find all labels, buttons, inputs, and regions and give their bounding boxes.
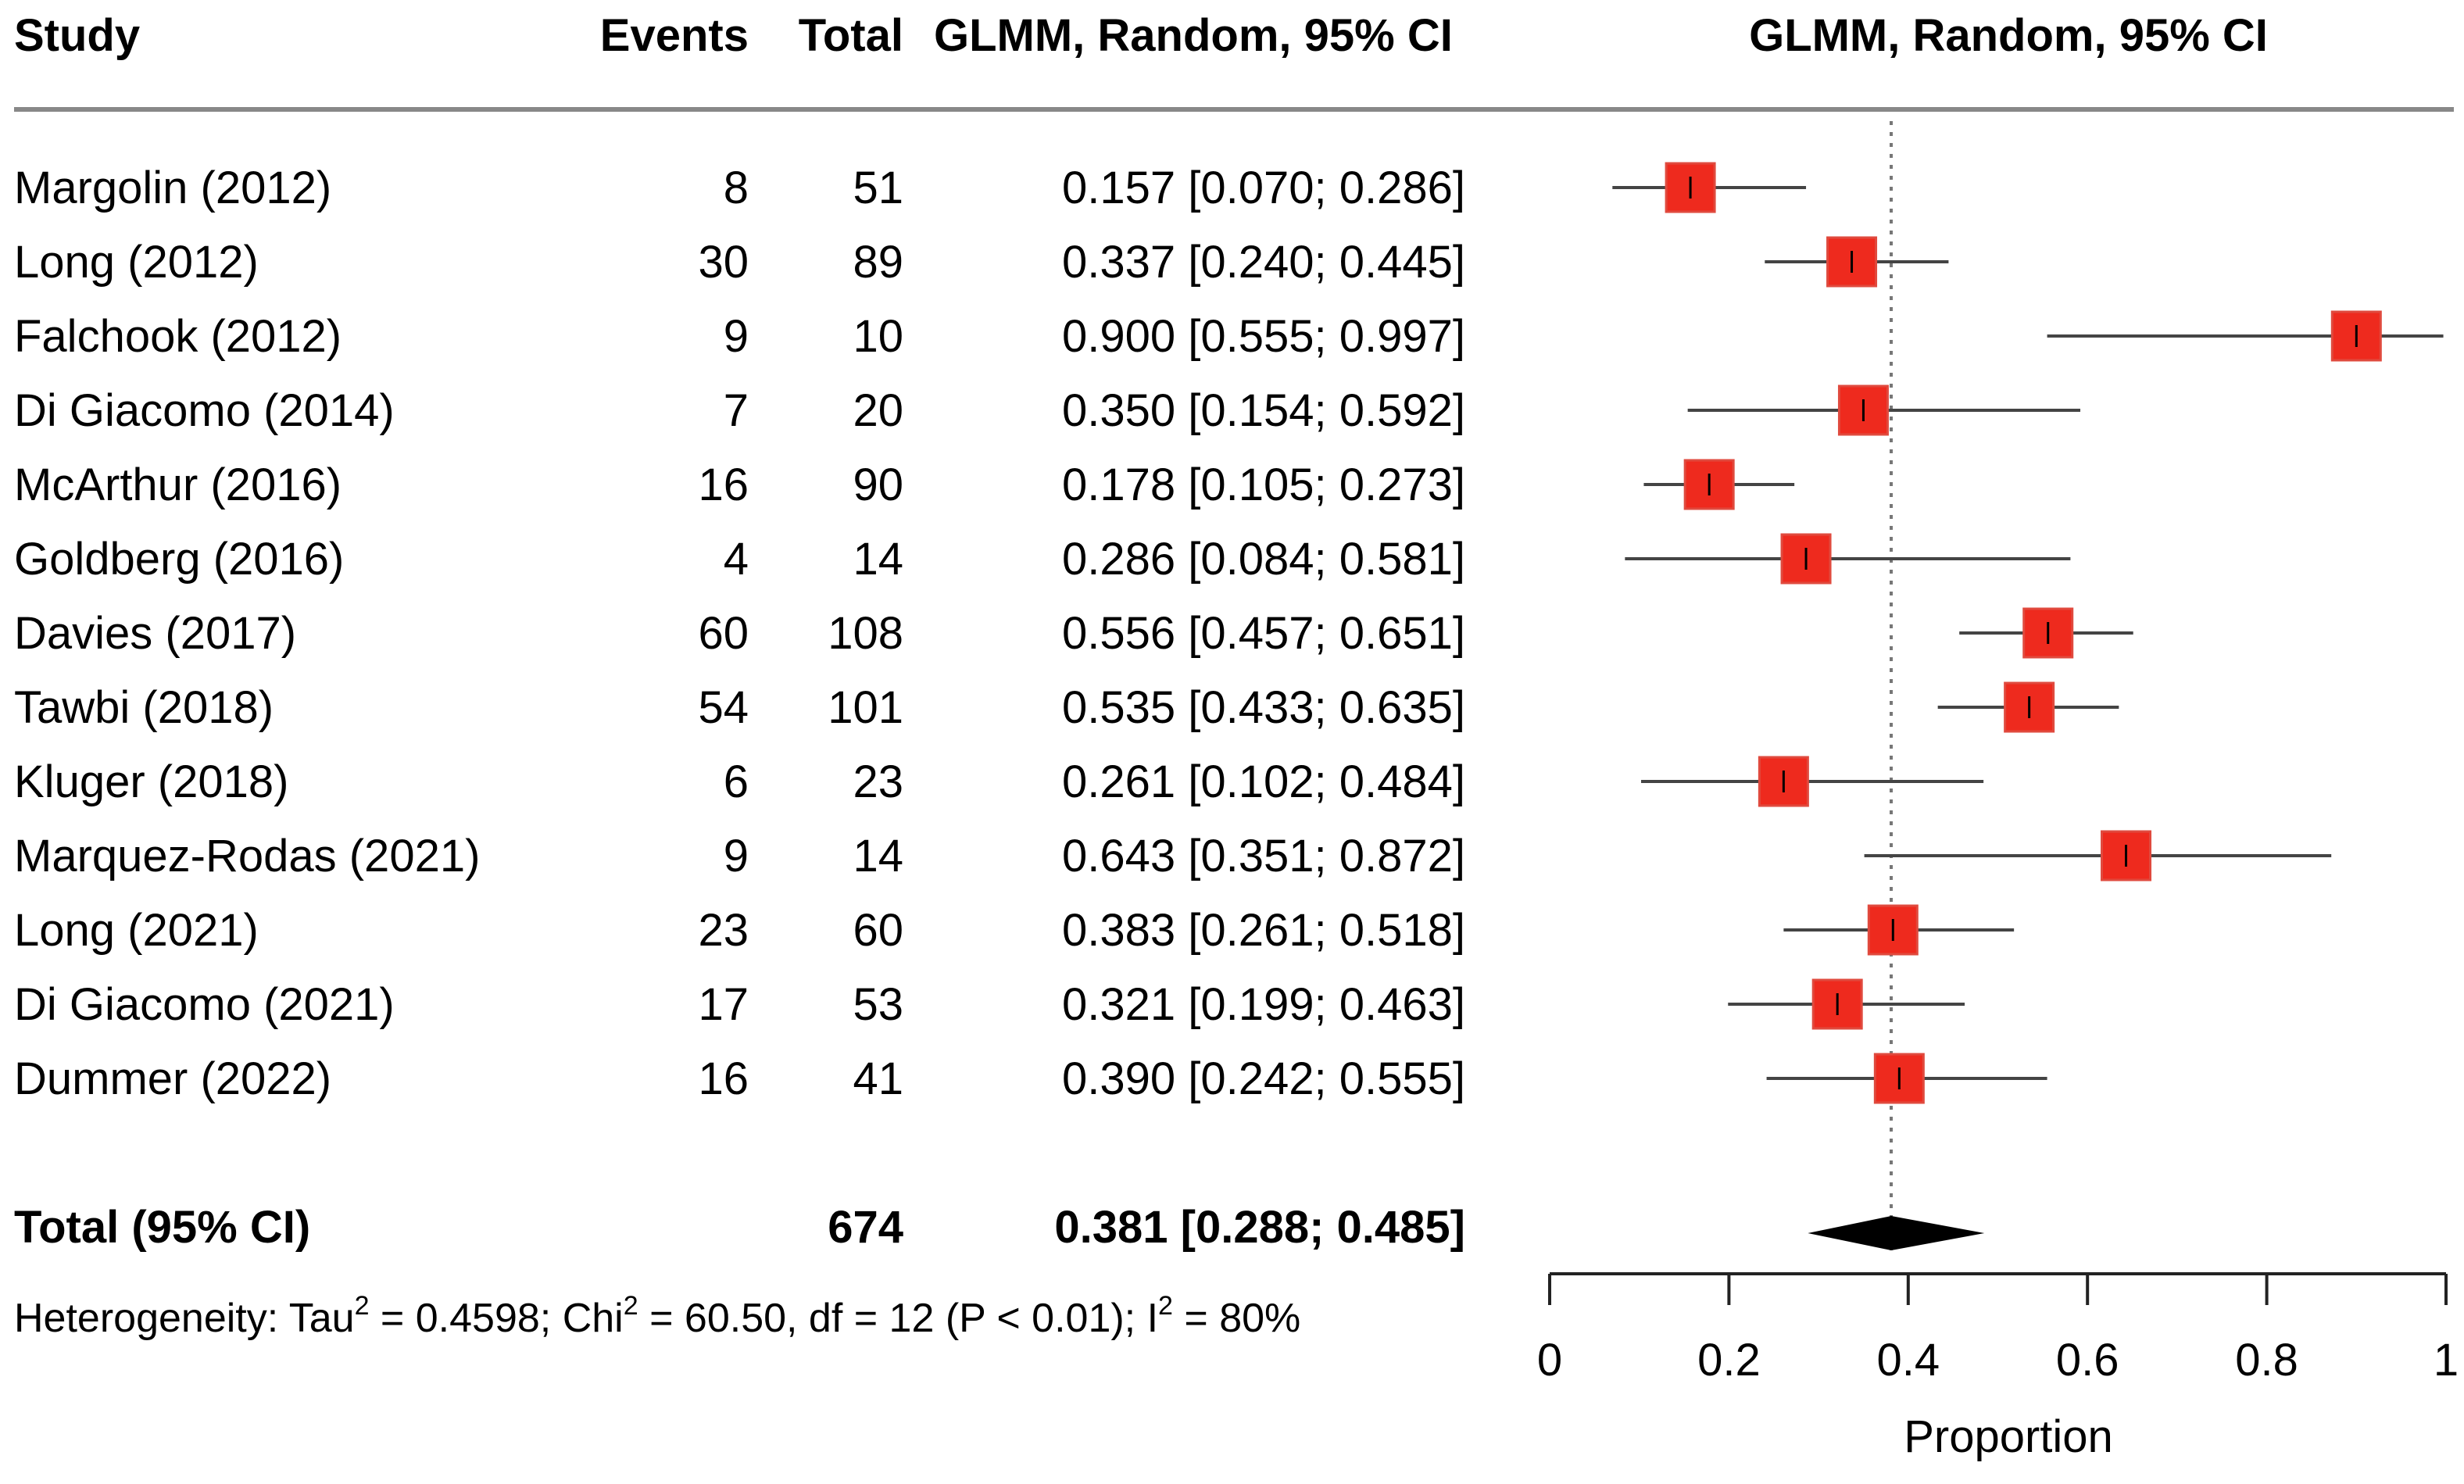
study-ci-text: 0.286 [0.084; 0.581] <box>1062 534 1465 585</box>
header-plot: GLMM, Random, 95% CI <box>1749 10 2268 61</box>
study-ci-text: 0.337 [0.240; 0.445] <box>1062 237 1465 288</box>
x-tick-label: 1 <box>2434 1335 2459 1386</box>
study-events: 16 <box>698 460 749 510</box>
study-events: 17 <box>698 979 749 1030</box>
study-name: Falchook (2012) <box>14 311 342 362</box>
study-ci-text: 0.556 [0.457; 0.651] <box>1062 608 1465 659</box>
header-study: Study <box>14 10 140 61</box>
study-total: 89 <box>853 237 903 288</box>
study-name: Di Giacomo (2014) <box>14 385 395 436</box>
study-ci-text: 0.157 [0.070; 0.286] <box>1062 163 1465 213</box>
study-total: 101 <box>828 682 903 733</box>
pooled-diamond <box>1808 1216 1985 1250</box>
study-marker <box>1826 236 1878 288</box>
x-tick-label: 0.8 <box>2235 1335 2298 1386</box>
study-total: 108 <box>828 608 903 659</box>
study-total: 60 <box>853 905 903 956</box>
study-total: 14 <box>853 831 903 881</box>
study-total: 20 <box>853 385 903 436</box>
x-tick-label: 0.4 <box>1876 1335 1940 1386</box>
study-name: Kluger (2018) <box>14 756 288 807</box>
study-ci-text: 0.390 [0.242; 0.555] <box>1062 1053 1465 1104</box>
plot-marks <box>1612 162 2444 1104</box>
study-total: 53 <box>853 979 903 1030</box>
header-estimate: GLMM, Random, 95% CI <box>934 10 1453 61</box>
study-name: Davies (2017) <box>14 608 296 659</box>
study-marker <box>1873 1053 1925 1104</box>
study-events: 9 <box>724 311 749 362</box>
study-name: Marquez-Rodas (2021) <box>14 831 480 881</box>
study-ci-text: 0.383 [0.261; 0.518] <box>1062 905 1465 956</box>
study-ci-text: 0.350 [0.154; 0.592] <box>1062 385 1465 436</box>
study-name: Goldberg (2016) <box>14 534 344 585</box>
study-total: 90 <box>853 460 903 510</box>
study-name: Margolin (2012) <box>14 163 331 213</box>
header-events: Events <box>600 10 749 61</box>
study-events: 30 <box>698 237 749 288</box>
total-n: 674 <box>828 1202 903 1253</box>
study-total: 23 <box>853 756 903 807</box>
study-events: 23 <box>698 905 749 956</box>
study-total: 51 <box>853 163 903 213</box>
study-ci-text: 0.261 [0.102; 0.484] <box>1062 756 1465 807</box>
study-ci-text: 0.643 [0.351; 0.872] <box>1062 831 1465 881</box>
study-events: 7 <box>724 385 749 436</box>
study-total: 14 <box>853 534 903 585</box>
header-total: Total <box>799 10 903 61</box>
x-tick-label: 0.6 <box>2056 1335 2119 1386</box>
study-events: 60 <box>698 608 749 659</box>
study-events: 6 <box>724 756 749 807</box>
study-name: Dummer (2022) <box>14 1053 331 1104</box>
study-ci-text: 0.178 [0.105; 0.273] <box>1062 460 1465 510</box>
study-events: 54 <box>698 682 749 733</box>
study-events: 4 <box>724 534 749 585</box>
study-total: 41 <box>853 1053 903 1104</box>
study-total: 10 <box>853 311 903 362</box>
study-name: Tawbi (2018) <box>14 682 274 733</box>
study-events: 8 <box>724 163 749 213</box>
study-ci-text: 0.535 [0.433; 0.635] <box>1062 682 1465 733</box>
study-name: Di Giacomo (2021) <box>14 979 395 1030</box>
study-rows: Margolin (2012) 8 51 0.157 [0.070; 0.286] Lo… <box>14 163 1465 1104</box>
total-label: Total (95% CI) <box>14 1202 310 1253</box>
study-events: 16 <box>698 1053 749 1104</box>
total-estimate: 0.381 [0.288; 0.485] <box>1054 1202 1465 1253</box>
study-events: 9 <box>724 831 749 881</box>
x-axis: 0 0.2 0.4 0.6 0.8 1 <box>1537 1272 2459 1386</box>
study-marker <box>1867 904 1919 956</box>
study-name: Long (2012) <box>14 237 259 288</box>
study-ci-text: 0.321 [0.199; 0.463] <box>1062 979 1465 1030</box>
heterogeneity-text: Heterogeneity: Tau2 = 0.4598; Chi2 = 60.… <box>14 1291 1300 1341</box>
x-tick-label: 0 <box>1537 1335 1562 1386</box>
study-ci-text: 0.900 [0.555; 0.997] <box>1062 311 1465 362</box>
study-name: Long (2021) <box>14 905 259 956</box>
x-tick-label: 0.2 <box>1697 1335 1761 1386</box>
x-axis-label: Proportion <box>1904 1411 2113 1462</box>
study-name: McArthur (2016) <box>14 460 342 510</box>
